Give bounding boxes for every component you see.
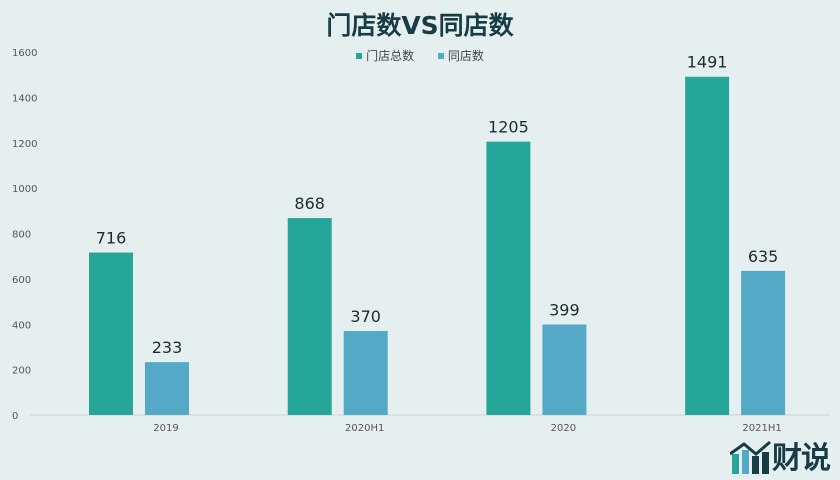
bar bbox=[685, 76, 730, 416]
bar bbox=[287, 218, 332, 415]
y-tick-label: 1200 bbox=[12, 139, 37, 150]
legend-item-total: 门店总数 bbox=[356, 47, 414, 64]
data-label: 399 bbox=[549, 300, 580, 319]
legend-label: 同店数 bbox=[447, 49, 484, 63]
data-label: 868 bbox=[294, 194, 325, 213]
x-tick-label: 2020 bbox=[551, 423, 576, 434]
logo-text: 财说 bbox=[772, 441, 831, 476]
x-tick-label: 2021H1 bbox=[742, 423, 781, 434]
y-tick-label: 800 bbox=[12, 230, 31, 241]
y-tick-label: 200 bbox=[12, 366, 31, 377]
y-tick-label: 0 bbox=[12, 411, 18, 422]
data-label: 370 bbox=[350, 307, 381, 326]
bar bbox=[542, 324, 587, 415]
data-label: 1205 bbox=[488, 118, 529, 137]
data-label: 233 bbox=[152, 338, 183, 357]
data-label: 635 bbox=[748, 247, 779, 266]
bar bbox=[89, 252, 133, 415]
logo-chart-icon bbox=[730, 440, 771, 474]
y-tick-label: 600 bbox=[12, 275, 31, 286]
legend-label: 门店总数 bbox=[366, 49, 415, 63]
bar bbox=[741, 270, 786, 415]
legend-item-same: 同店数 bbox=[437, 47, 484, 64]
legend-swatch bbox=[437, 52, 444, 59]
logo: 财说 bbox=[730, 440, 831, 476]
y-tick-label: 1000 bbox=[12, 184, 37, 195]
bar bbox=[486, 141, 531, 415]
y-tick-label: 1400 bbox=[12, 93, 37, 104]
legend-swatch bbox=[356, 52, 363, 59]
chart-title: 门店数VS同店数 bbox=[326, 11, 514, 40]
x-tick-label: 2020H1 bbox=[345, 423, 384, 434]
y-tick-label: 1600 bbox=[12, 48, 37, 59]
bar bbox=[343, 331, 388, 415]
legend: 门店总数 同店数 bbox=[0, 47, 840, 64]
y-tick-label: 400 bbox=[12, 320, 31, 331]
x-tick-label: 2019 bbox=[153, 423, 178, 434]
data-label: 716 bbox=[96, 229, 127, 248]
bar bbox=[145, 362, 189, 415]
data-label: 1491 bbox=[687, 53, 728, 72]
